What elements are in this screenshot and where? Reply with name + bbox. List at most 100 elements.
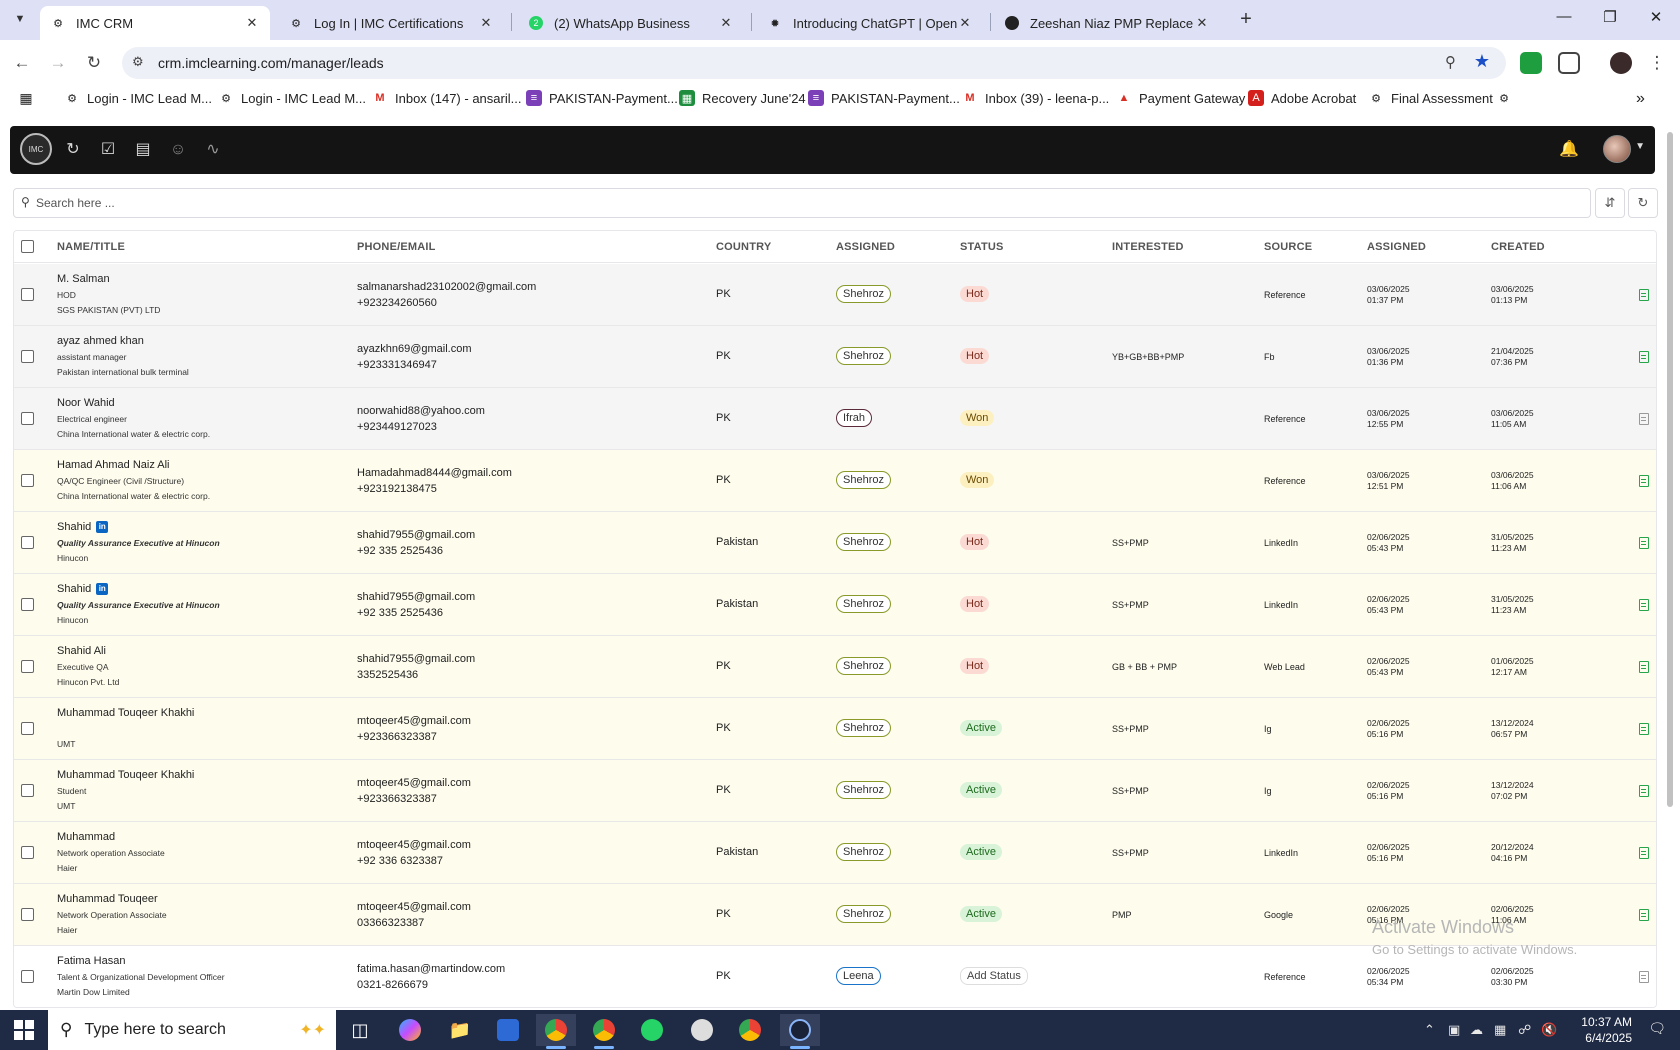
assignee-chip[interactable]: Shehroz xyxy=(836,905,891,923)
lead-email[interactable]: fatima.hasan@martindow.com xyxy=(357,963,506,975)
document-icon[interactable] xyxy=(1639,537,1649,549)
zoom-icon[interactable]: ⚲ xyxy=(1445,54,1456,71)
tab-imc-crm[interactable]: ⚙ IMC CRM ✕ xyxy=(40,6,270,40)
row-checkbox[interactable] xyxy=(21,784,34,797)
app-icon[interactable] xyxy=(488,1014,528,1046)
lead-phone[interactable]: +923331346947 xyxy=(357,359,437,371)
table-row[interactable]: M. Salman HOD SGS PAKISTAN (PVT) LTD salman… xyxy=(14,264,1656,326)
user-icon[interactable]: ☺ xyxy=(169,141,187,158)
back-icon[interactable]: ← xyxy=(13,53,31,72)
select-all-checkbox[interactable] xyxy=(21,240,34,253)
row-checkbox[interactable] xyxy=(21,846,34,859)
tab-search-menu-icon[interactable]: ▼ xyxy=(14,13,26,25)
lead-phone[interactable]: 03366323387 xyxy=(357,917,425,929)
status-badge[interactable]: Hot xyxy=(960,286,990,302)
document-icon[interactable] xyxy=(1639,289,1649,301)
taskbar-search[interactable]: ⚲ Type here to search ✦✦ xyxy=(48,1010,336,1050)
bell-icon[interactable]: 🔔 xyxy=(1559,141,1579,158)
row-checkbox[interactable] xyxy=(21,970,34,983)
lead-name[interactable]: M. Salman xyxy=(57,273,110,285)
status-badge[interactable]: Hot xyxy=(960,658,990,674)
windows-start-icon[interactable] xyxy=(14,1020,34,1040)
window-close-icon[interactable]: ✕ xyxy=(1649,9,1663,26)
lead-name[interactable]: Fatima Hasan xyxy=(57,955,126,967)
lead-name-cell[interactable]: Fatima Hasan Talent & Organizational Deve… xyxy=(57,955,347,997)
lead-name-cell[interactable]: Muhammad Touqeer Khakhi UMT xyxy=(57,707,347,749)
url-text[interactable]: crm.imclearning.com/manager/leads xyxy=(158,55,384,71)
bookmark-item[interactable]: ⚙ xyxy=(1496,90,1519,106)
minimize-icon[interactable]: — xyxy=(1556,8,1572,25)
bookmark-item[interactable]: M Inbox (39) - leena-p... xyxy=(962,90,1109,106)
lead-phone[interactable]: 0321-8266679 xyxy=(357,979,428,991)
status-badge[interactable]: Active xyxy=(960,782,1002,798)
bookmark-item[interactable]: M Inbox (147) - ansaril... xyxy=(372,90,521,106)
lead-email[interactable]: mtoqeer45@gmail.com xyxy=(357,901,471,913)
lead-email[interactable]: salmanarshad23102002@gmail.com xyxy=(357,281,537,293)
chrome-icon[interactable] xyxy=(584,1014,624,1049)
document-icon[interactable]: ▤ xyxy=(135,141,151,158)
lead-email[interactable]: Hamadahmad8444@gmail.com xyxy=(357,467,512,479)
chrome-icon[interactable] xyxy=(536,1014,576,1049)
row-checkbox[interactable] xyxy=(21,412,34,425)
status-badge[interactable]: Hot xyxy=(960,348,990,364)
lead-email[interactable]: shahid7955@gmail.com xyxy=(357,591,476,603)
lead-name[interactable]: Muhammad Touqeer xyxy=(57,893,158,905)
lead-phone[interactable]: +923192138475 xyxy=(357,483,437,495)
lead-phone[interactable]: +92 335 2525436 xyxy=(357,545,443,557)
table-row[interactable]: Hamad Ahmad Naiz Ali QA/QC Engineer (Civi… xyxy=(14,450,1656,512)
document-icon[interactable] xyxy=(1639,909,1649,921)
column-header-contact[interactable]: PHONE/EMAIL xyxy=(357,241,436,253)
copilot-icon[interactable] xyxy=(390,1014,430,1046)
close-icon[interactable]: ✕ xyxy=(1196,15,1208,30)
document-icon[interactable] xyxy=(1639,971,1649,983)
extensions-puzzle-icon[interactable] xyxy=(1558,52,1580,74)
volume-muted-icon[interactable]: 🔇 xyxy=(1541,1022,1558,1037)
lead-email[interactable]: shahid7955@gmail.com xyxy=(357,529,476,541)
whatsapp-icon[interactable] xyxy=(632,1014,672,1046)
row-checkbox[interactable] xyxy=(21,474,34,487)
forward-icon[interactable]: → xyxy=(49,53,67,72)
assignee-chip[interactable]: Shehroz xyxy=(836,843,891,861)
assignee-chip[interactable]: Shehroz xyxy=(836,595,891,613)
document-icon[interactable] xyxy=(1639,661,1649,673)
search-input[interactable] xyxy=(36,189,1576,217)
tab-zeeshan-pmp[interactable]: Zeeshan Niaz PMP Replacemen ✕ xyxy=(994,6,1220,40)
network-icon[interactable]: ☍ xyxy=(1518,1022,1532,1037)
lead-phone[interactable]: +923449127023 xyxy=(357,421,437,433)
avatar[interactable] xyxy=(1603,135,1631,163)
lead-name-cell[interactable]: Muhammad Touqeer Khakhi Student UMT xyxy=(57,769,347,811)
table-row[interactable]: Muhammad Network operation Associate Haier… xyxy=(14,822,1656,884)
table-row[interactable]: Noor Wahid Electrical engineer China Inter… xyxy=(14,388,1656,450)
lead-name-cell[interactable]: Muhammad Touqeer Network Operation Associ… xyxy=(57,893,347,935)
tab-imc-certifications[interactable]: ⚙ Log In | IMC Certifications ✕ xyxy=(278,6,504,40)
table-row[interactable]: Muhammad Touqeer Khakhi UMT mtoqeer45@gmai… xyxy=(14,698,1656,760)
status-badge[interactable]: Active xyxy=(960,720,1002,736)
row-checkbox[interactable] xyxy=(21,536,34,549)
lead-name-cell[interactable]: Shahid Ali Executive QA Hinucon Pvt. Ltd xyxy=(57,645,347,687)
lead-name-cell[interactable]: ayaz ahmed khan assistant manager Pakistan… xyxy=(57,335,347,377)
extension-icon[interactable] xyxy=(1520,52,1542,74)
column-header-source[interactable]: SOURCE xyxy=(1264,241,1313,253)
lead-name[interactable]: Shahid xyxy=(57,521,92,533)
assignee-chip[interactable]: Shehroz xyxy=(836,285,891,303)
lead-phone[interactable]: 3352525436 xyxy=(357,669,419,681)
lead-name-cell[interactable]: Shahid in Quality Assurance Executive at H… xyxy=(57,521,347,563)
lead-phone[interactable]: +923234260560 xyxy=(357,297,437,309)
bookmark-item[interactable]: ≡ PAKISTAN-Payment... xyxy=(808,90,960,106)
bookmark-item[interactable]: ▲ Payment Gateway xyxy=(1116,90,1246,106)
lead-phone[interactable]: +92 336 6323387 xyxy=(357,855,443,867)
document-icon[interactable] xyxy=(1639,785,1649,797)
table-row[interactable]: Shahid Ali Executive QA Hinucon Pvt. Ltd sh… xyxy=(14,636,1656,698)
calendar-check-icon[interactable]: ☑ xyxy=(100,141,116,158)
file-explorer-icon[interactable]: 📁 xyxy=(448,1019,472,1040)
close-icon[interactable]: ✕ xyxy=(246,15,258,30)
assignee-chip[interactable]: Shehroz xyxy=(836,347,891,365)
column-header-created[interactable]: CREATED xyxy=(1491,241,1545,253)
lead-email[interactable]: shahid7955@gmail.com xyxy=(357,653,476,665)
bookmarks-overflow-icon[interactable]: » xyxy=(1636,90,1645,107)
column-header-name[interactable]: NAME/TITLE xyxy=(57,241,125,253)
assignee-chip[interactable]: Shehroz xyxy=(836,471,891,489)
table-row[interactable]: Fatima Hasan Talent & Organizational Deve… xyxy=(14,946,1656,1007)
column-header-assigned-date[interactable]: ASSIGNED xyxy=(1367,241,1427,253)
document-icon[interactable] xyxy=(1639,847,1649,859)
